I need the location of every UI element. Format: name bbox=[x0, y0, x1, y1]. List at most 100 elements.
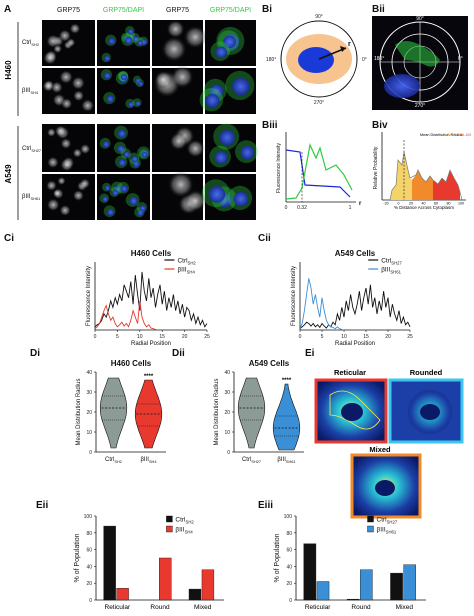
bi-angle-0: 0° bbox=[362, 57, 367, 63]
cell-signal bbox=[170, 65, 194, 89]
nucleus-signal bbox=[208, 185, 226, 203]
nucleus-signal bbox=[131, 155, 139, 163]
bi-r-label: r bbox=[348, 41, 351, 48]
biv-xtick-6: 100 bbox=[458, 202, 464, 206]
chartEiii-ytick-label: 20 bbox=[286, 581, 292, 587]
biv-legend-item-3: 66-100 bbox=[460, 133, 471, 137]
nucleus-signal bbox=[129, 196, 138, 206]
chartCi-ylabel: Fluorescence Intensity bbox=[86, 266, 92, 326]
biv-legend: 0-32 32-66 66-100 bbox=[444, 133, 471, 137]
biv-xtick-5: 80 bbox=[447, 202, 451, 206]
biii-xtick-0: 0 bbox=[285, 205, 288, 211]
chartDi-ytick-label: 10 bbox=[86, 430, 92, 436]
chartDii-xcat-1: βIIISH61 bbox=[277, 457, 295, 464]
nucleus-signal bbox=[112, 190, 119, 196]
panel-eii-letter: Eii bbox=[36, 500, 48, 511]
chartEiii-xcat-1: Round bbox=[351, 604, 371, 611]
chartCi-xtick-label: 5 bbox=[116, 334, 119, 340]
cell-signal bbox=[50, 81, 63, 94]
chartDi-xcat-1: βIIISH4 bbox=[140, 457, 157, 464]
chartCii-ylabel: Fluorescence Intensity bbox=[291, 266, 297, 326]
chartDi-ytick-label: 30 bbox=[86, 390, 92, 396]
biv-xticks: -20 0 20 40 60 80 100 bbox=[383, 202, 464, 206]
nucleus-signal bbox=[106, 95, 114, 103]
chartEiii-ytick-label: 60 bbox=[286, 548, 292, 554]
cell-signal bbox=[167, 171, 195, 198]
chartEii-xcat-0: Reticular bbox=[105, 604, 131, 611]
radius-arrowhead bbox=[340, 46, 346, 52]
biv-seg1 bbox=[390, 152, 412, 200]
nucleus-signal bbox=[120, 74, 128, 81]
biv-ylabel: Relative Probability bbox=[373, 146, 379, 189]
bii-angle-0: 0° bbox=[458, 56, 463, 62]
chartCi-xtick-label: 0 bbox=[94, 334, 97, 340]
chart-eii: 0 20 40 60 80 100 % of Population Reticular Roun… bbox=[74, 514, 224, 611]
cell-signal bbox=[184, 189, 207, 212]
cell-signal bbox=[183, 25, 207, 49]
chartDi-xcat-0: CtrlSH2 bbox=[105, 457, 122, 464]
chartEiii-bar-1-2 bbox=[403, 564, 416, 601]
cell-signal bbox=[57, 176, 66, 186]
chartEiii-xcat-2: Mixed bbox=[396, 604, 414, 611]
panel-ei-letter: Ei bbox=[305, 348, 315, 359]
bi-angle-270: 270° bbox=[314, 100, 324, 106]
chartEii-ytick-label: 80 bbox=[86, 531, 92, 537]
chartCi-xtick-label: 15 bbox=[159, 334, 165, 340]
row-label-3: βIIISH61 bbox=[22, 194, 40, 201]
nucleus-signal bbox=[108, 37, 116, 45]
chartCi-title: H460 Cells bbox=[131, 249, 172, 258]
nucleus-signal bbox=[104, 185, 111, 191]
chartCii-xtick-label: 25 bbox=[407, 334, 413, 340]
nucleus-signal bbox=[104, 55, 111, 62]
chartEiii-xcat-0: Reticular bbox=[305, 604, 331, 611]
group-label-h460: H460 bbox=[4, 60, 13, 80]
chartCi-xlabel: Radial Position bbox=[131, 341, 171, 347]
biv-xtick-4: 60 bbox=[434, 202, 438, 206]
ei-label-mixed: Mixed bbox=[369, 445, 391, 454]
chartEiii-bar-0-0 bbox=[303, 543, 317, 601]
chartEii-xcat-1: Round bbox=[150, 604, 170, 611]
chartEiii-legend-label-0: CtrlSH27 bbox=[377, 517, 398, 525]
cell-signal bbox=[72, 189, 85, 202]
chartCii-xtick-label: 0 bbox=[299, 334, 302, 340]
ei-mixed bbox=[350, 453, 422, 519]
ei-label-rounded: Rounded bbox=[410, 368, 443, 377]
cell-signal bbox=[166, 19, 185, 39]
chartCii-legend-label-0: CtrlSH27 bbox=[381, 258, 402, 266]
chartEii-legend-swatch-1 bbox=[166, 525, 173, 533]
chartEiii-ytick-label: 80 bbox=[286, 531, 292, 537]
cell-signal bbox=[58, 29, 72, 43]
nucleus-signal bbox=[117, 145, 125, 153]
chartDi-violin-0 bbox=[99, 377, 128, 449]
chartCii-xtick-label: 10 bbox=[341, 334, 347, 340]
chartCii-legend-label-1: βIIISH61 bbox=[381, 267, 401, 275]
nucleus-signal bbox=[117, 129, 127, 138]
chartCii-series-0-line bbox=[299, 284, 411, 330]
chartEiii-bar-1-1 bbox=[360, 569, 373, 601]
chartCii-xlabel: Radial Position bbox=[335, 341, 375, 347]
biv-seg2 bbox=[412, 170, 433, 200]
nucleus-signal bbox=[137, 210, 144, 217]
chartDi-title: H460 Cells bbox=[111, 359, 152, 368]
chartEii-ytick-label: 40 bbox=[86, 564, 92, 570]
biii-cytoplasm-line bbox=[285, 143, 353, 200]
chartCi-xtick-label: 20 bbox=[182, 334, 188, 340]
chart-eiii: 0 20 40 60 80 100 % of Population Reticular Roun… bbox=[274, 514, 426, 611]
panel-ci-letter: Ci bbox=[4, 233, 14, 244]
biv-legend-item-2: 32-66 bbox=[452, 133, 461, 137]
chartEii-legend-swatch-0 bbox=[166, 515, 173, 523]
chartEii-bar-0-2 bbox=[188, 588, 202, 601]
nucleus-signal bbox=[103, 72, 111, 80]
chartDi-ytick-label: 40 bbox=[86, 370, 92, 376]
panel-cii-letter: Cii bbox=[258, 233, 271, 244]
nucleus-signal bbox=[214, 151, 228, 165]
nucleus-signal bbox=[233, 191, 249, 207]
chartEiii-ylabel: % of Population bbox=[274, 533, 281, 582]
chartCi-xtick-label: 10 bbox=[137, 334, 143, 340]
group-label-a549: A549 bbox=[4, 164, 13, 184]
chartEii-bar-0-0 bbox=[103, 525, 116, 601]
chartCi-legend-label-0: CtrlSH2 bbox=[177, 258, 196, 266]
nucleus-signal bbox=[240, 145, 255, 160]
cell-signal bbox=[42, 80, 55, 92]
row-label-1: βIIISH4 bbox=[22, 88, 39, 95]
